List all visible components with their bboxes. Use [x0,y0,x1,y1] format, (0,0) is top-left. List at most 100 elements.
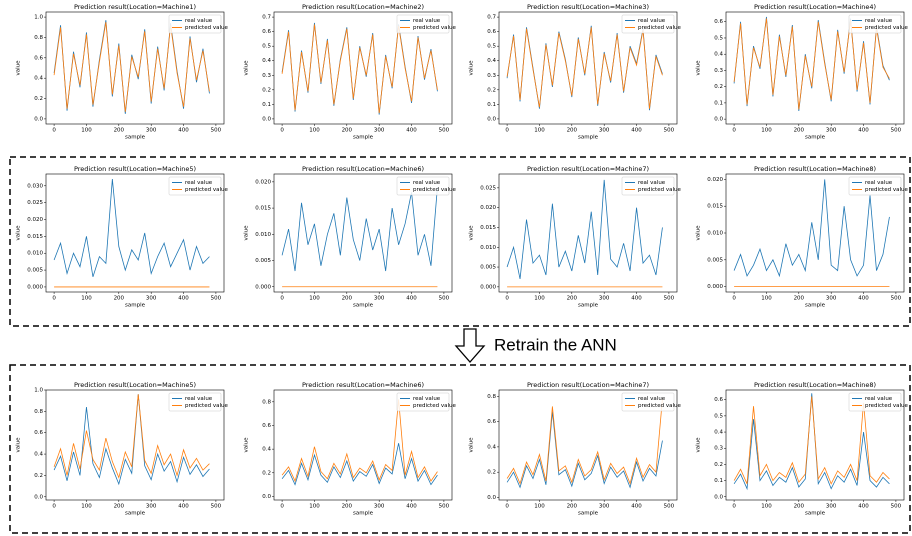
legend-box [621,392,675,412]
y-tick-label: 0.6 [714,397,723,403]
y-tick-label: 0.0 [487,116,496,122]
legend-label: real value [865,180,893,186]
y-tick-label: 0.015 [27,234,43,240]
y-tick-label: 0.000 [480,284,496,290]
x-tick-label: 300 [146,504,157,510]
x-tick-label: 500 [664,296,675,302]
x-tick-label: 0 [732,504,736,510]
x-tick-label: 400 [858,296,869,302]
chart-title: Prediction result(Location=Machine8) [754,381,876,389]
legend-label: real value [185,396,213,402]
y-tick-label: 0.1 [714,100,723,106]
x-tick-label: 200 [567,504,578,510]
series-line [733,393,890,491]
legend-box [168,176,222,196]
legend-box [848,14,902,34]
y-tick-label: 0.4 [714,52,723,58]
y-tick-label: 0.1 [714,478,723,484]
legend-label: predicted value [413,187,456,193]
x-tick-label: 100 [534,128,545,134]
y-tick-label: 0.2 [714,462,723,468]
y-tick-label: 0.020 [480,205,496,211]
x-axis-label: sample [805,303,826,309]
x-tick-label: 200 [342,128,353,134]
y-tick-label: 0.3 [714,68,723,74]
plot-frame [273,11,453,125]
x-tick-label: 400 [178,296,189,302]
x-tick-label: 200 [567,296,578,302]
y-tick-label: 0.4 [487,444,496,450]
series-line [281,187,438,272]
series-line [506,27,663,109]
y-tick-label: 0.005 [27,268,43,274]
x-tick-label: 300 [374,504,385,510]
y-tick-label: 0.8 [262,399,271,405]
legend-label: real value [638,18,666,24]
y-tick-label: 0.4 [262,58,271,64]
x-axis-label: sample [353,511,374,517]
legend-label: predicted value [865,187,908,193]
series-line [506,25,663,111]
annotation: Retrain the ANN [494,335,617,354]
x-tick-label: 500 [891,128,902,134]
x-tick-label: 200 [567,128,578,134]
x-tick-label: 200 [794,504,805,510]
legend-label: real value [638,396,666,402]
chart-title: Prediction result(Location=Machine3) [527,3,649,11]
legend-label: real value [865,18,893,24]
x-tick-label: 500 [891,296,902,302]
y-tick-label: 0.000 [27,284,43,290]
x-tick-label: 500 [211,296,222,302]
x-tick-label: 100 [309,504,320,510]
chart-title: Prediction result(Location=Machine7) [527,165,649,173]
x-axis-label: sample [578,511,599,517]
chart-title: Prediction result(Location=Machine4) [754,3,876,11]
y-axis-label: value [16,60,22,76]
series-line [53,22,210,112]
y-tick-label: 0.4 [262,447,271,453]
y-axis-label: value [696,225,702,241]
y-tick-label: 0.015 [707,204,723,210]
x-tick-label: 400 [178,128,189,134]
chart-title: Prediction result(Location=Machine1) [74,3,196,11]
legend-label: predicted value [638,187,681,193]
y-tick-label: 0.6 [262,29,271,35]
y-tick-label: 0.3 [262,73,271,79]
y-tick-label: 0.000 [255,284,271,290]
y-tick-label: 0.5 [714,35,723,41]
chart-title: Prediction result(Location=Machine7) [527,381,649,389]
x-tick-label: 300 [826,296,837,302]
x-tick-label: 400 [406,504,417,510]
y-tick-label: 0.8 [487,394,496,400]
y-axis-label: value [469,225,475,241]
y-axis-label: value [16,437,22,453]
y-tick-label: 0.030 [27,183,43,189]
x-tick-label: 100 [761,128,772,134]
x-tick-label: 0 [280,296,284,302]
y-tick-label: 0.005 [480,265,496,271]
y-tick-label: 0.8 [34,35,43,41]
x-tick-label: 200 [794,128,805,134]
x-tick-label: 200 [342,504,353,510]
y-tick-label: 0.025 [480,185,496,191]
y-tick-label: 0.010 [255,232,271,238]
x-tick-label: 400 [858,504,869,510]
y-tick-label: 0.005 [707,257,723,263]
chart-title: Prediction result(Location=Machine6) [302,381,424,389]
series-line [281,399,438,483]
x-axis-label: sample [578,303,599,309]
x-tick-label: 100 [534,296,545,302]
y-tick-label: 0.005 [255,258,271,264]
y-tick-label: 0.0 [262,494,271,500]
x-tick-label: 100 [309,296,320,302]
x-axis-label: sample [125,511,146,517]
legend-label: real value [413,18,441,24]
y-axis-label: value [244,437,250,453]
y-tick-label: 0.0 [714,117,723,123]
series-line [53,394,210,486]
x-tick-label: 100 [761,296,772,302]
y-tick-label: 0.2 [487,87,496,93]
x-tick-label: 0 [505,128,509,134]
x-axis-label: sample [353,135,374,141]
x-tick-label: 400 [406,296,417,302]
